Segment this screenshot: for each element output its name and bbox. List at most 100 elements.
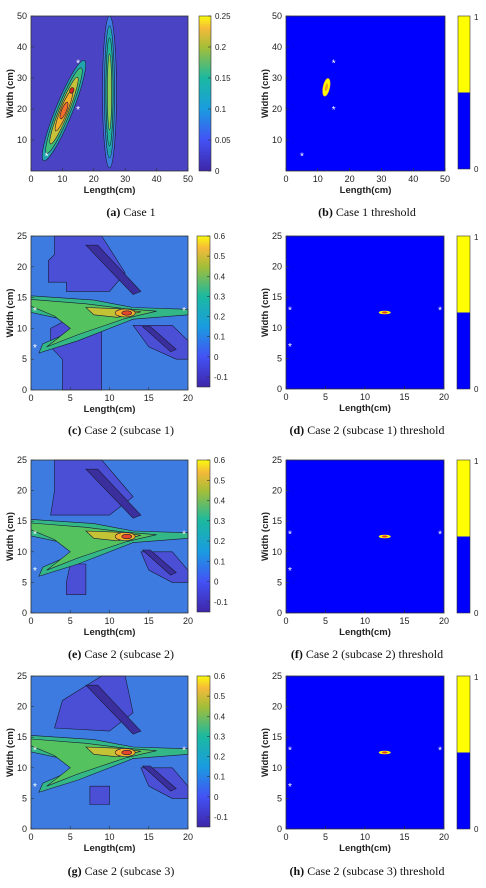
colorbar-tick-label: 0 [474, 385, 479, 394]
y-tick-label: 0 [22, 824, 27, 834]
axes-frame [30, 675, 189, 830]
y-tick-label: 0 [277, 384, 282, 394]
colorbar-tick-label: 0.2 [214, 753, 226, 762]
y-tick-label: 20 [17, 262, 27, 272]
sensor-marker: * [33, 782, 37, 793]
axes-frame [285, 459, 445, 614]
x-tick-label: 0 [28, 174, 33, 184]
x-axis-label: Length(cm) [84, 185, 136, 196]
caption: (d) Case 2 (subcase 1) threshold [290, 423, 445, 437]
colorbar-tick-label: 0 [474, 825, 479, 834]
y-tick-label: 15 [17, 516, 27, 526]
colorbar-frame [456, 459, 471, 614]
y-tick-label: 25 [272, 455, 282, 465]
x-tick-label: 10 [104, 832, 114, 842]
plot-background [286, 236, 444, 389]
x-tick-label: 5 [68, 393, 73, 403]
colorbar-tick-label: 0.6 [214, 232, 226, 241]
plot-background [286, 460, 444, 613]
y-tick-label: 0 [22, 608, 27, 618]
colorbar-tick-label: -0.1 [214, 373, 228, 382]
x-tick-label: 15 [144, 616, 154, 626]
field-contour [107, 53, 113, 131]
colorbar-upper [457, 676, 470, 753]
x-tick-label: 15 [399, 616, 409, 626]
y-tick-label: 10 [272, 135, 282, 145]
y-tick-label: 15 [17, 293, 27, 303]
diagonal-streak [141, 765, 177, 792]
caption-label: (b) [318, 205, 333, 219]
colorbar-frame [456, 675, 471, 830]
x-tick-label: 15 [144, 393, 154, 403]
y-tick-label: 5 [277, 793, 282, 803]
caption: (f) Case 2 (subcase 2) threshold [291, 647, 443, 661]
sensor-marker: * [288, 566, 292, 577]
sensor-marker: * [288, 745, 292, 756]
colorbar [196, 675, 211, 828]
y-axis-label: Width (cm) [5, 289, 16, 338]
caption: (b) Case 1 threshold [318, 205, 416, 219]
y-tick-label: 20 [17, 486, 27, 496]
caption-label: (e) [68, 647, 81, 661]
negative-region [66, 563, 87, 595]
y-tick-label: 0 [277, 824, 282, 834]
y-tick-label: 5 [277, 577, 282, 587]
caption: (e) Case 2 (subcase 2) [68, 647, 174, 661]
sensor-marker: * [438, 529, 442, 540]
x-axis-label: Length(cm) [339, 843, 391, 854]
caption-label: (a) [106, 205, 120, 219]
y-tick-label: 15 [272, 732, 282, 742]
sensor-marker: * [76, 59, 80, 70]
y-tick-label: 15 [17, 732, 27, 742]
colorbar-tick-label: 0.05 [215, 136, 231, 145]
y-tick-label: 30 [17, 73, 27, 83]
x-tick-label: 30 [120, 174, 130, 184]
plot-background [286, 16, 445, 171]
diagonal-streak [85, 468, 142, 519]
sensor-marker: * [45, 152, 49, 163]
caption-text: Case 2 (subcase 2) threshold [303, 647, 443, 661]
colorbar-tick-label: -0.1 [214, 598, 228, 607]
colorbar-tick-label: 0.1 [214, 333, 226, 342]
y-tick-label: 20 [17, 702, 27, 712]
y-tick-label: 25 [272, 671, 282, 681]
x-axis-label: Length(cm) [84, 404, 136, 415]
x-tick-label: 50 [183, 174, 193, 184]
y-tick-label: 10 [17, 547, 27, 557]
sensor-marker: * [33, 566, 37, 577]
x-tick-label: 0 [283, 174, 288, 184]
colorbar-tick-label: 0.3 [214, 292, 226, 301]
y-tick-label: 5 [22, 354, 27, 364]
y-tick-label: 5 [22, 577, 27, 587]
sensor-marker: * [438, 745, 442, 756]
caption-text: Case 2 (subcase 3) threshold [304, 864, 444, 878]
colorbar-tick-label: 0.4 [214, 497, 226, 506]
y-tick-label: 15 [272, 516, 282, 526]
x-tick-label: 10 [360, 616, 370, 626]
y-tick-label: 5 [277, 353, 282, 363]
sensor-marker: * [33, 343, 37, 354]
caption-label: (h) [290, 864, 305, 878]
colorbar [198, 15, 212, 172]
diagonal-streak [85, 244, 142, 295]
colorbar-tick-label: 0 [214, 793, 219, 802]
x-tick-label: 20 [89, 174, 99, 184]
sensor-marker: * [33, 529, 37, 540]
y-tick-label: 0 [277, 608, 282, 618]
y-tick-label: 50 [17, 11, 27, 21]
caption-text: Case 2 (subcase 3) [82, 864, 175, 878]
colorbar-lower [457, 312, 470, 389]
panel-e: * * * 0 5 10 15 20 0 5 10 15 20 25 Length(cm) Width (cm… [5, 455, 228, 661]
panel-c: * * * 0 5 10 15 20 0 5 10 15 20 25 Length(cm) Width (cm… [5, 231, 228, 437]
x-axis-label: Length(cm) [340, 185, 392, 196]
y-tick-label: 20 [272, 486, 282, 496]
colorbar-tick-label: 0.3 [214, 517, 226, 526]
caption: (c) Case 2 (subcase 1) [68, 423, 174, 437]
sensor-marker: * [182, 529, 186, 540]
colorbar-tick-label: 0 [214, 353, 219, 362]
colorbar-frame [457, 15, 471, 170]
colorbar-tick-label: 0.6 [214, 672, 226, 681]
